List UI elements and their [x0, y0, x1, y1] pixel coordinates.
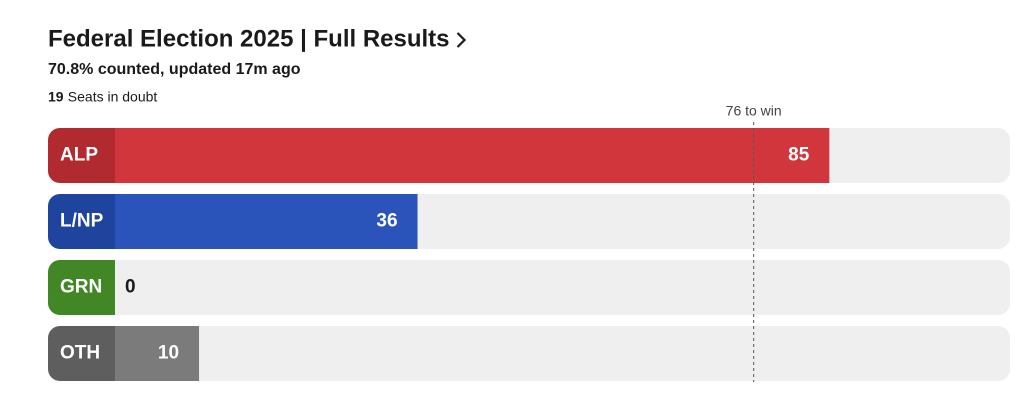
value-label: 0 [125, 277, 136, 298]
party-label-box [48, 194, 115, 249]
threshold-label: 76 to win [726, 103, 782, 119]
seats-in-doubt-count: 19 [48, 89, 64, 105]
party-label: ALP [60, 145, 98, 166]
bar [115, 326, 200, 381]
value-label: 36 [376, 211, 397, 232]
bar [115, 128, 830, 183]
party-label-box [48, 260, 115, 315]
party-label-box [48, 326, 115, 381]
party-label: GRN [60, 277, 102, 298]
value-label: 85 [788, 145, 810, 166]
seats-in-doubt-label: Seats in doubt [68, 89, 158, 105]
bar-track [48, 326, 1010, 381]
bar [115, 194, 418, 249]
chevron-icon[interactable] [456, 32, 467, 48]
party-label-box [48, 128, 115, 183]
value-label: 10 [158, 343, 179, 364]
subtitle: 70.8% counted, updated 17m ago [48, 61, 301, 78]
bar-track [48, 260, 1010, 315]
chart-title[interactable]: Federal Election 2025 | Full Results [48, 25, 450, 52]
party-label: OTH [60, 343, 100, 364]
party-label: L/NP [60, 211, 104, 232]
